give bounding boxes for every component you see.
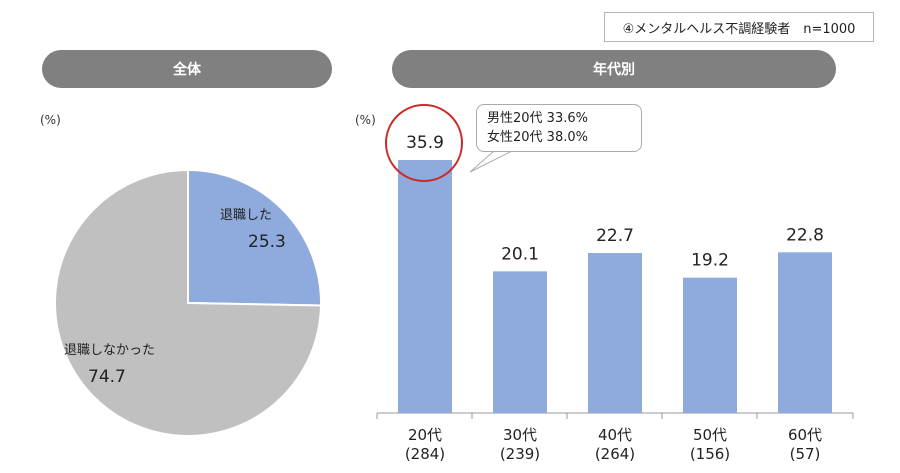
bar-value-label: 22.8 [786, 225, 824, 245]
bar-40代 [588, 253, 642, 413]
bar-value-label: 35.9 [406, 133, 444, 153]
section-header-by-age: 年代別 [392, 50, 836, 88]
section-header-overall: 全体 [42, 50, 332, 88]
bar-value-label: 20.1 [501, 244, 539, 264]
pie-label-quit: 退職した [220, 208, 272, 223]
bar-category-label: 20代 [408, 426, 442, 444]
pie-label-stay: 退職しなかった [64, 343, 155, 358]
callout-line-female: 女性20代 38.0% [487, 130, 588, 145]
bar-value-label: 22.7 [596, 226, 634, 246]
callout-tail [469, 150, 513, 173]
pie-slice-quit [187, 168, 322, 307]
bar-sample-size-label: (284) [405, 445, 445, 463]
bar-unit-label: (%) [355, 113, 376, 127]
bar-sample-size-label: (239) [500, 445, 540, 463]
bar-category-label: 60代 [788, 426, 822, 444]
pie-value-stay: 74.7 [88, 367, 126, 387]
bar-50代 [683, 277, 737, 413]
pie-unit-label: (%) [40, 113, 61, 127]
bar-20代 [398, 160, 452, 413]
bar-category-label: 50代 [693, 426, 727, 444]
pie-value-quit: 25.3 [248, 232, 286, 252]
bar-value-label: 19.2 [691, 251, 729, 271]
bar-category-label: 40代 [598, 426, 632, 444]
bar-sample-size-label: (57) [790, 445, 821, 463]
bar-sample-size-label: (156) [690, 445, 730, 463]
callout-line-male: 男性20代 33.6% [487, 111, 588, 126]
bar-sample-size-label: (264) [595, 445, 635, 463]
callout-box: 男性20代 33.6% 女性20代 38.0% [476, 104, 642, 152]
sample-tag: ④メンタルヘルス不調経験者 n=1000 [604, 12, 874, 42]
bar-30代 [493, 271, 547, 413]
bar-60代 [778, 252, 832, 413]
pie-slice-stay [54, 168, 322, 437]
highlight-circle [385, 104, 463, 182]
bar-category-label: 30代 [503, 426, 537, 444]
